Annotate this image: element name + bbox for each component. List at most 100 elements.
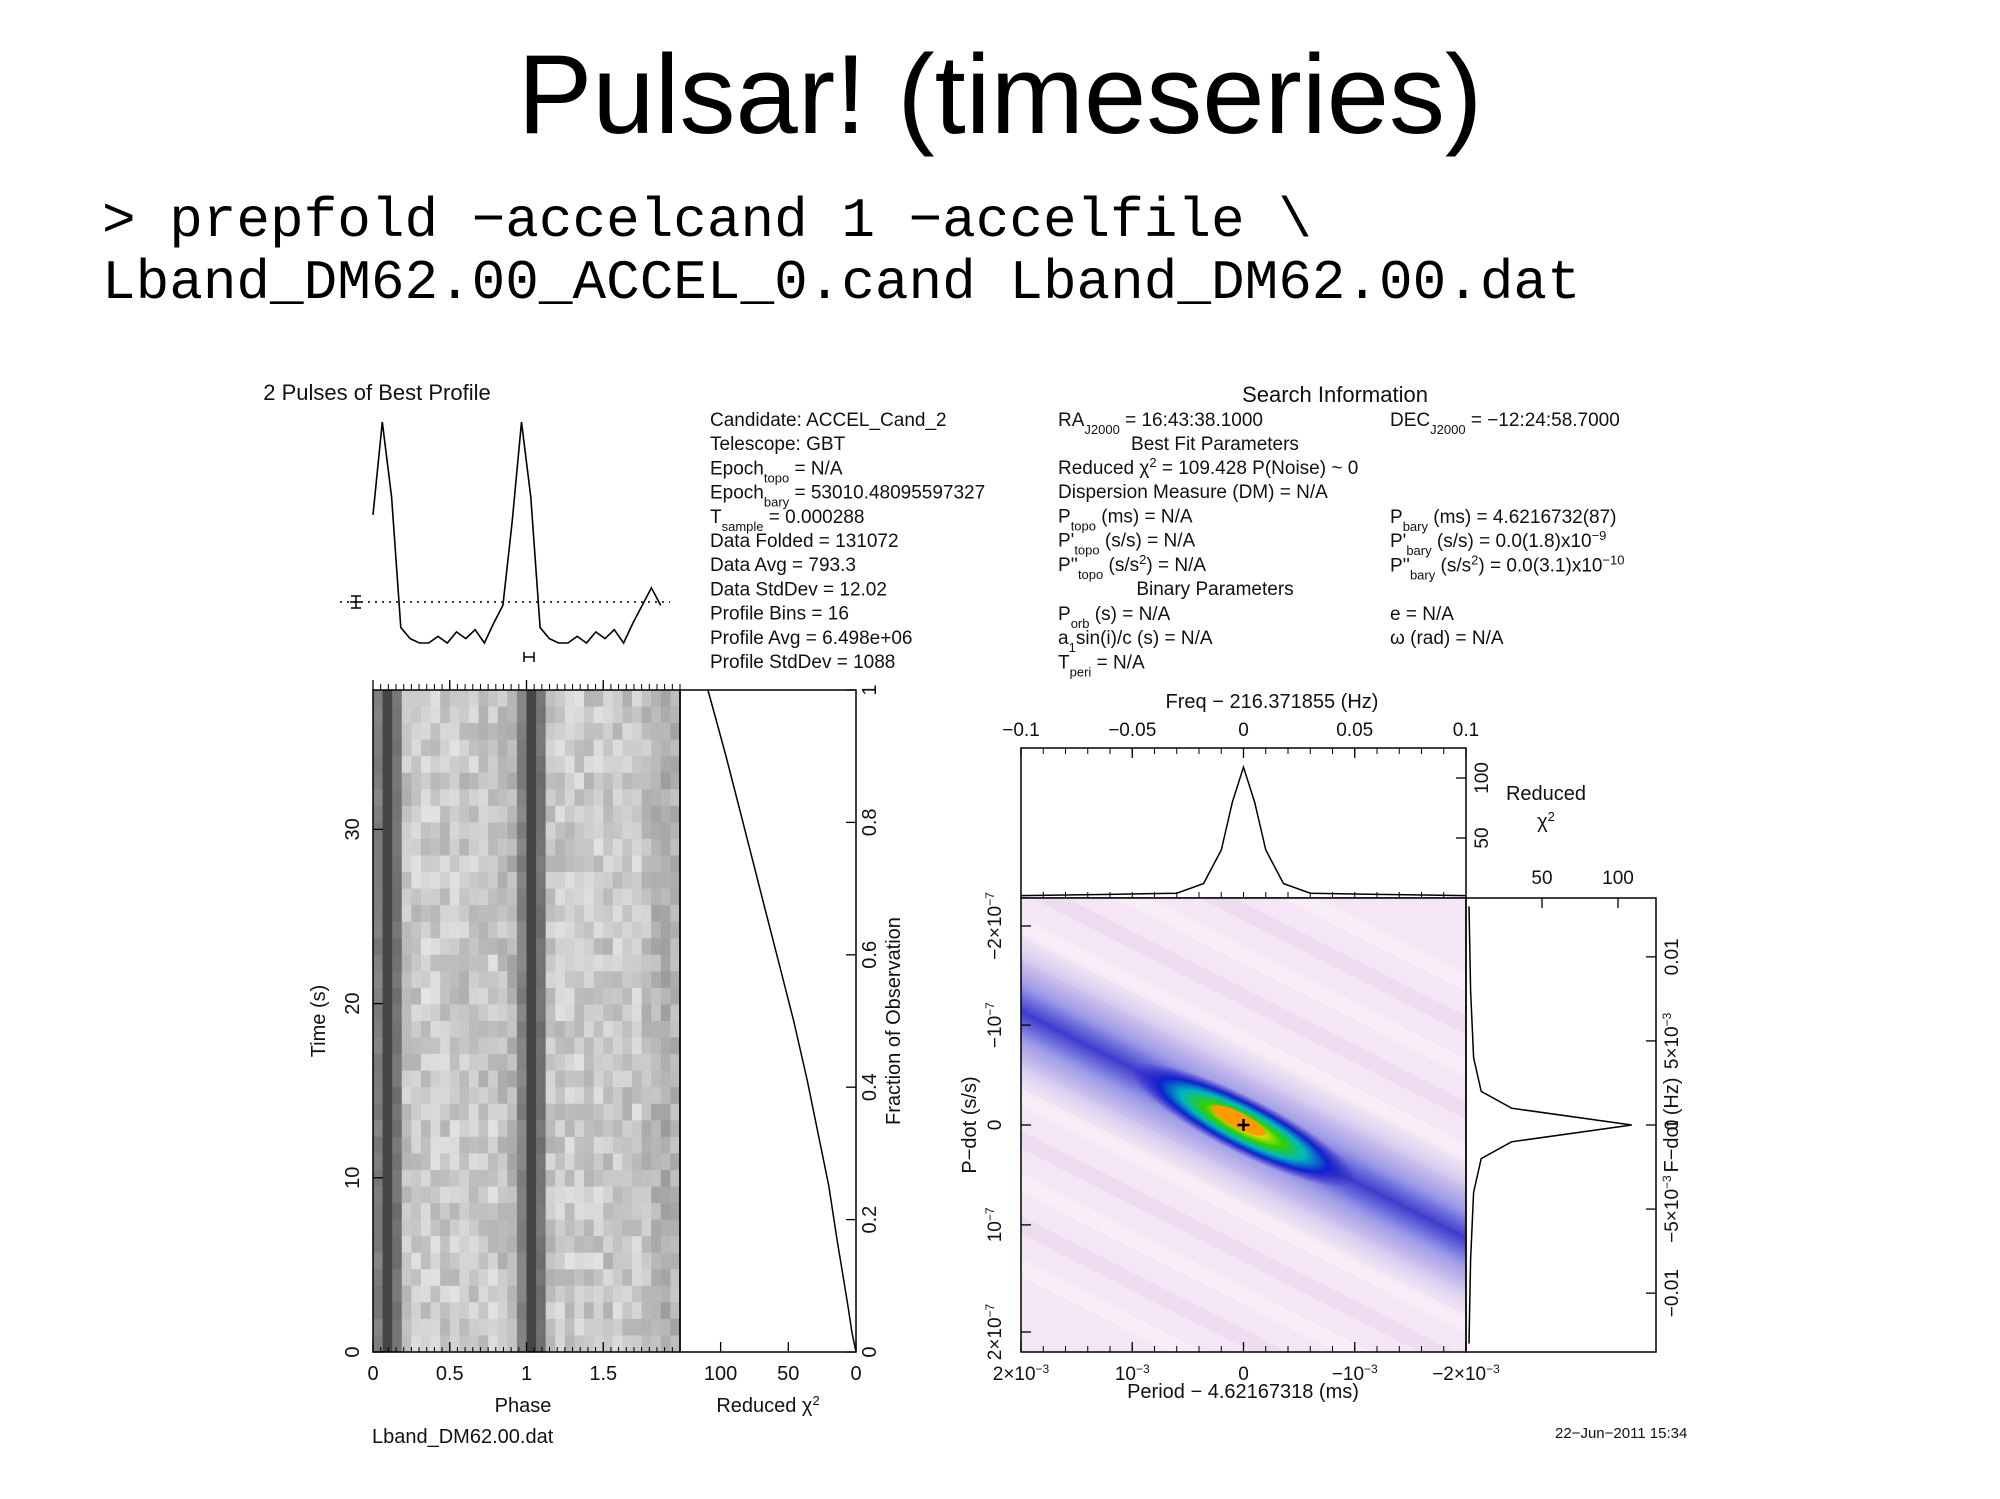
heatmap-cell [545, 772, 556, 790]
heatmap-cell [420, 872, 432, 890]
heatmap-cell [632, 1037, 643, 1055]
heatmap-cell [430, 1054, 441, 1072]
heatmap-cell [516, 1054, 528, 1072]
heatmap-cell [564, 1318, 576, 1337]
heatmap-cell [622, 1236, 633, 1254]
heatmap-cell [449, 971, 460, 989]
heatmap-cell [526, 772, 537, 790]
heatmap-cell [564, 1136, 576, 1154]
heatmap-cell [622, 739, 633, 757]
freq-tick-label: 0 [1238, 720, 1249, 741]
best-fit-left: Reduced χ2 = 109.428 P(Noise) ~ 0Dispers… [1058, 455, 1358, 582]
heatmap-cell [401, 888, 412, 906]
heatmap-cell [526, 921, 537, 939]
heatmap-cell [612, 1269, 624, 1287]
heatmap-cell [459, 905, 470, 923]
heatmap-cell [392, 706, 403, 724]
heatmap-cell [612, 855, 624, 873]
heatmap-cell [564, 987, 576, 1006]
heatmap-cell [603, 739, 614, 757]
heatmap-cell [449, 1318, 460, 1337]
heatmap-cell [507, 1302, 518, 1320]
heatmap-cell [593, 1318, 604, 1337]
heatmap-cell [651, 706, 662, 724]
heatmap-cell [497, 1236, 508, 1254]
heatmap-cell [516, 838, 528, 857]
heatmap-cell [584, 1054, 595, 1072]
heatmap-cell [392, 789, 403, 807]
heatmap-cell [632, 1203, 643, 1221]
heatmap-cell [516, 1087, 528, 1105]
heatmap-cell [622, 1203, 633, 1221]
freq-tick-label: 0.1 [1453, 720, 1479, 741]
heatmap-cell [641, 789, 652, 807]
heatmap-cell [660, 888, 671, 906]
heatmap-cell [660, 1302, 671, 1320]
heatmap-cell [670, 1285, 681, 1303]
heatmap-cell [536, 1153, 547, 1171]
fraction-tick-label: 0.6 [859, 941, 881, 969]
heatmap-cell [641, 1236, 652, 1254]
heatmap-cell [622, 987, 633, 1006]
heatmap-cell [584, 690, 595, 708]
heatmap-cell [660, 756, 671, 774]
heatmap-cell [536, 1302, 547, 1320]
heatmap-cell [497, 1169, 508, 1188]
heatmap-cell [488, 1070, 499, 1088]
heatmap-cell [449, 690, 460, 708]
heatmap-cell [660, 1153, 671, 1171]
heatmap-cell [478, 739, 489, 757]
heatmap-cell [373, 1236, 384, 1254]
heatmap-cell [593, 1186, 604, 1204]
heatmap-cell [632, 905, 643, 923]
heatmap-cell [468, 1021, 480, 1039]
heatmap-cell [420, 987, 432, 1006]
heatmap-cell [622, 1269, 633, 1287]
heatmap-cell [545, 987, 556, 1006]
heatmap-cell [411, 1136, 422, 1154]
heatmap-cell [373, 1136, 384, 1154]
heatmap-cell [420, 1203, 432, 1221]
heatmap-cell [373, 1169, 384, 1188]
heatmap-cell [449, 1037, 460, 1055]
heatmap-cell [411, 1087, 422, 1105]
heatmap-cell [401, 1054, 412, 1072]
heatmap-cell [430, 938, 441, 956]
heatmap-cell [411, 1203, 422, 1221]
heatmap-cell [430, 1120, 441, 1138]
map-peak-core [1212, 1105, 1267, 1136]
profile-plot [372, 421, 662, 645]
heatmap-cell [564, 1186, 576, 1204]
dec-value: DECJ2000 = −12:24:58.7000 [1390, 410, 1620, 437]
heatmap-cell [449, 756, 460, 774]
heatmap-cell [478, 1087, 489, 1105]
heatmap-cell [555, 739, 566, 757]
heatmap-cell [660, 987, 671, 1006]
heatmap-cell [440, 1136, 451, 1154]
heatmap-cell [468, 905, 480, 923]
heatmap-cell [449, 954, 460, 972]
heatmap-cell [632, 723, 643, 741]
heatmap-cell [507, 1219, 518, 1237]
heatmap-cell [603, 888, 614, 906]
heatmap-cell [603, 1136, 614, 1154]
map-stripe [1021, 1062, 1466, 1352]
heatmap-cell [459, 1054, 470, 1072]
heatmap-cell [516, 1136, 528, 1154]
heatmap-cell [641, 1153, 652, 1171]
heatmap-cell [555, 954, 566, 972]
heatmap-cell [651, 1103, 662, 1121]
heatmap-cell [373, 706, 384, 724]
heatmap-cell [584, 1169, 595, 1188]
heatmap-cell [545, 1153, 556, 1171]
heatmap-cell [430, 805, 441, 823]
heatmap-cell [564, 888, 576, 906]
heatmap-cell [632, 1087, 643, 1105]
heatmap-cell [497, 723, 508, 741]
heatmap-cell [612, 1120, 624, 1138]
heatmap-cell [660, 938, 671, 956]
heatmap-cell [545, 789, 556, 807]
heatmap-cell [641, 1219, 652, 1237]
heatmap-cell [459, 739, 470, 757]
best-fit-bary-line: Pbary (ms) = 4.6216732(87) [1390, 507, 1617, 534]
